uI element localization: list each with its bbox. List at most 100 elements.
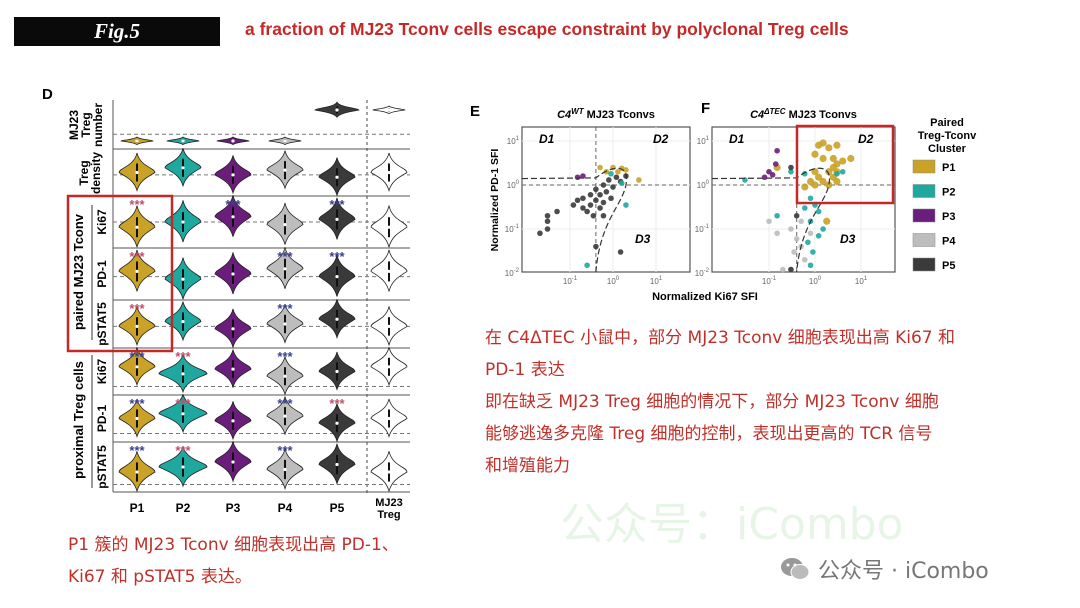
- violin-median: [231, 367, 235, 371]
- data-point-p4: [801, 256, 808, 263]
- data-point-p1: [829, 154, 837, 163]
- description-line: 在 C4ΔTEC 小鼠中，部分 MJ23 Tconv 细胞表现出高 Ki67 和: [485, 328, 956, 348]
- data-point-p1: [825, 168, 833, 176]
- violin-median: [335, 175, 339, 179]
- violin-median: [283, 223, 287, 227]
- row-label: MJ23: [67, 110, 81, 140]
- violin-median: [231, 460, 235, 464]
- data-point-p5: [608, 195, 614, 202]
- description-line: 和增殖能力: [485, 456, 570, 476]
- x-tick-label: 10-1: [762, 276, 777, 286]
- data-point-p2: [774, 212, 780, 219]
- data-point-p4: [807, 230, 814, 237]
- data-point-p1: [815, 173, 823, 181]
- legend-item-label: P3: [942, 211, 955, 223]
- data-point-p4: [798, 218, 804, 225]
- violin-median: [335, 275, 339, 279]
- data-point-p5: [613, 174, 620, 181]
- violin-median: [231, 215, 235, 219]
- figure-number-label: Fig.5: [14, 17, 220, 46]
- data-point-p1: [819, 177, 827, 186]
- violin-median: [135, 470, 139, 474]
- violin-median: [181, 277, 185, 281]
- y-tick-label: 10-1: [505, 224, 520, 234]
- legend-swatch: [912, 208, 936, 223]
- right-description: 在 C4ΔTEC 小鼠中，部分 MJ23 Tconv 细胞表现出高 Ki67 和…: [485, 322, 955, 482]
- data-point-p5: [603, 189, 610, 195]
- data-point-p5: [788, 164, 794, 171]
- column-label: P3: [226, 501, 241, 515]
- row-label: Ki67: [95, 359, 109, 385]
- data-point-p2: [608, 170, 614, 177]
- violin-median: [335, 317, 339, 321]
- data-point-p5: [593, 197, 599, 204]
- data-point-p5: [593, 186, 599, 193]
- data-point-p5: [580, 195, 586, 202]
- y-tick-label: 10-2: [695, 268, 710, 278]
- group-label: proximal Treg cells: [71, 361, 86, 479]
- plot-title: C4ΔTEC MJ23 Tconvs: [750, 107, 857, 121]
- data-point-p2: [810, 249, 816, 255]
- column-label: MJ23: [375, 497, 403, 509]
- panel-e-label: E: [470, 103, 480, 120]
- data-point-p5: [537, 230, 543, 237]
- data-point-p1: [819, 139, 827, 147]
- data-point-p4: [788, 226, 794, 232]
- x-tick-label: 101: [855, 276, 868, 286]
- row-label: pSTAT5: [95, 302, 109, 346]
- data-point-p1: [597, 164, 603, 171]
- violin-median: [387, 108, 391, 112]
- data-point-p2: [618, 180, 625, 186]
- legend-swatch: [912, 257, 936, 272]
- violin-median: [231, 173, 235, 177]
- data-point-p5: [617, 249, 624, 255]
- trajectory-curve: [711, 167, 831, 273]
- data-point-p5: [610, 184, 616, 190]
- description-line: Ki67 和 pSTAT5 表达。: [68, 567, 252, 587]
- data-point-p2: [839, 168, 846, 175]
- legend-swatch: [912, 159, 936, 174]
- data-point-p2: [584, 262, 590, 269]
- data-point-p3: [761, 174, 768, 181]
- violin-median: [387, 416, 391, 421]
- data-point-p5: [606, 177, 612, 183]
- legend-item-label: P2: [942, 187, 955, 199]
- data-point-p4: [774, 230, 780, 237]
- panel-d-violin-grid: D *** *** *** *** *** *** *** *** *** *** *** *** **…: [42, 86, 410, 521]
- data-point-p1: [825, 181, 833, 189]
- x-tick-label: 101: [650, 276, 663, 286]
- data-point-p1: [833, 177, 841, 186]
- y-tick-label: 101: [507, 136, 520, 146]
- violin-median: [335, 217, 339, 221]
- violin-median: [335, 108, 339, 112]
- plot-title: C4WT MJ23 Tconvs: [557, 107, 655, 121]
- violin-median: [283, 139, 287, 143]
- violin-median: [283, 168, 287, 172]
- y-tick-label: 100: [697, 180, 710, 190]
- data-point-p5: [584, 208, 590, 215]
- violin-median: [387, 470, 391, 474]
- significance-stars: ***: [175, 396, 191, 411]
- violin-median: [283, 322, 287, 326]
- significance-stars: ***: [329, 197, 345, 212]
- data-point-p3: [772, 161, 779, 167]
- data-point-p2: [820, 226, 826, 232]
- data-point-p2: [815, 233, 822, 239]
- data-point-p1: [623, 167, 629, 173]
- legend-swatch: [912, 184, 936, 198]
- legend-item-label: P1: [942, 162, 955, 174]
- row-label: pSTAT5: [95, 445, 109, 489]
- panel-f-scatter: F 10-1 100 101 10-2 10-1 100 101 D1 D2 D3 C4ΔTEC M…: [695, 100, 896, 286]
- violin-median: [181, 166, 185, 170]
- significance-stars: ***: [175, 349, 191, 364]
- row-label: Treg: [79, 112, 93, 137]
- description-line: 即在缺乏 MJ23 Treg 细胞的情况下，部分 MJ23 Tconv 细胞: [485, 392, 939, 412]
- column-label: P2: [176, 501, 191, 515]
- column-label: P5: [330, 501, 345, 515]
- panel-f-label: F: [701, 100, 710, 117]
- data-point-p4: [766, 218, 772, 225]
- data-point-p5: [544, 218, 551, 225]
- data-point-p1: [811, 181, 819, 189]
